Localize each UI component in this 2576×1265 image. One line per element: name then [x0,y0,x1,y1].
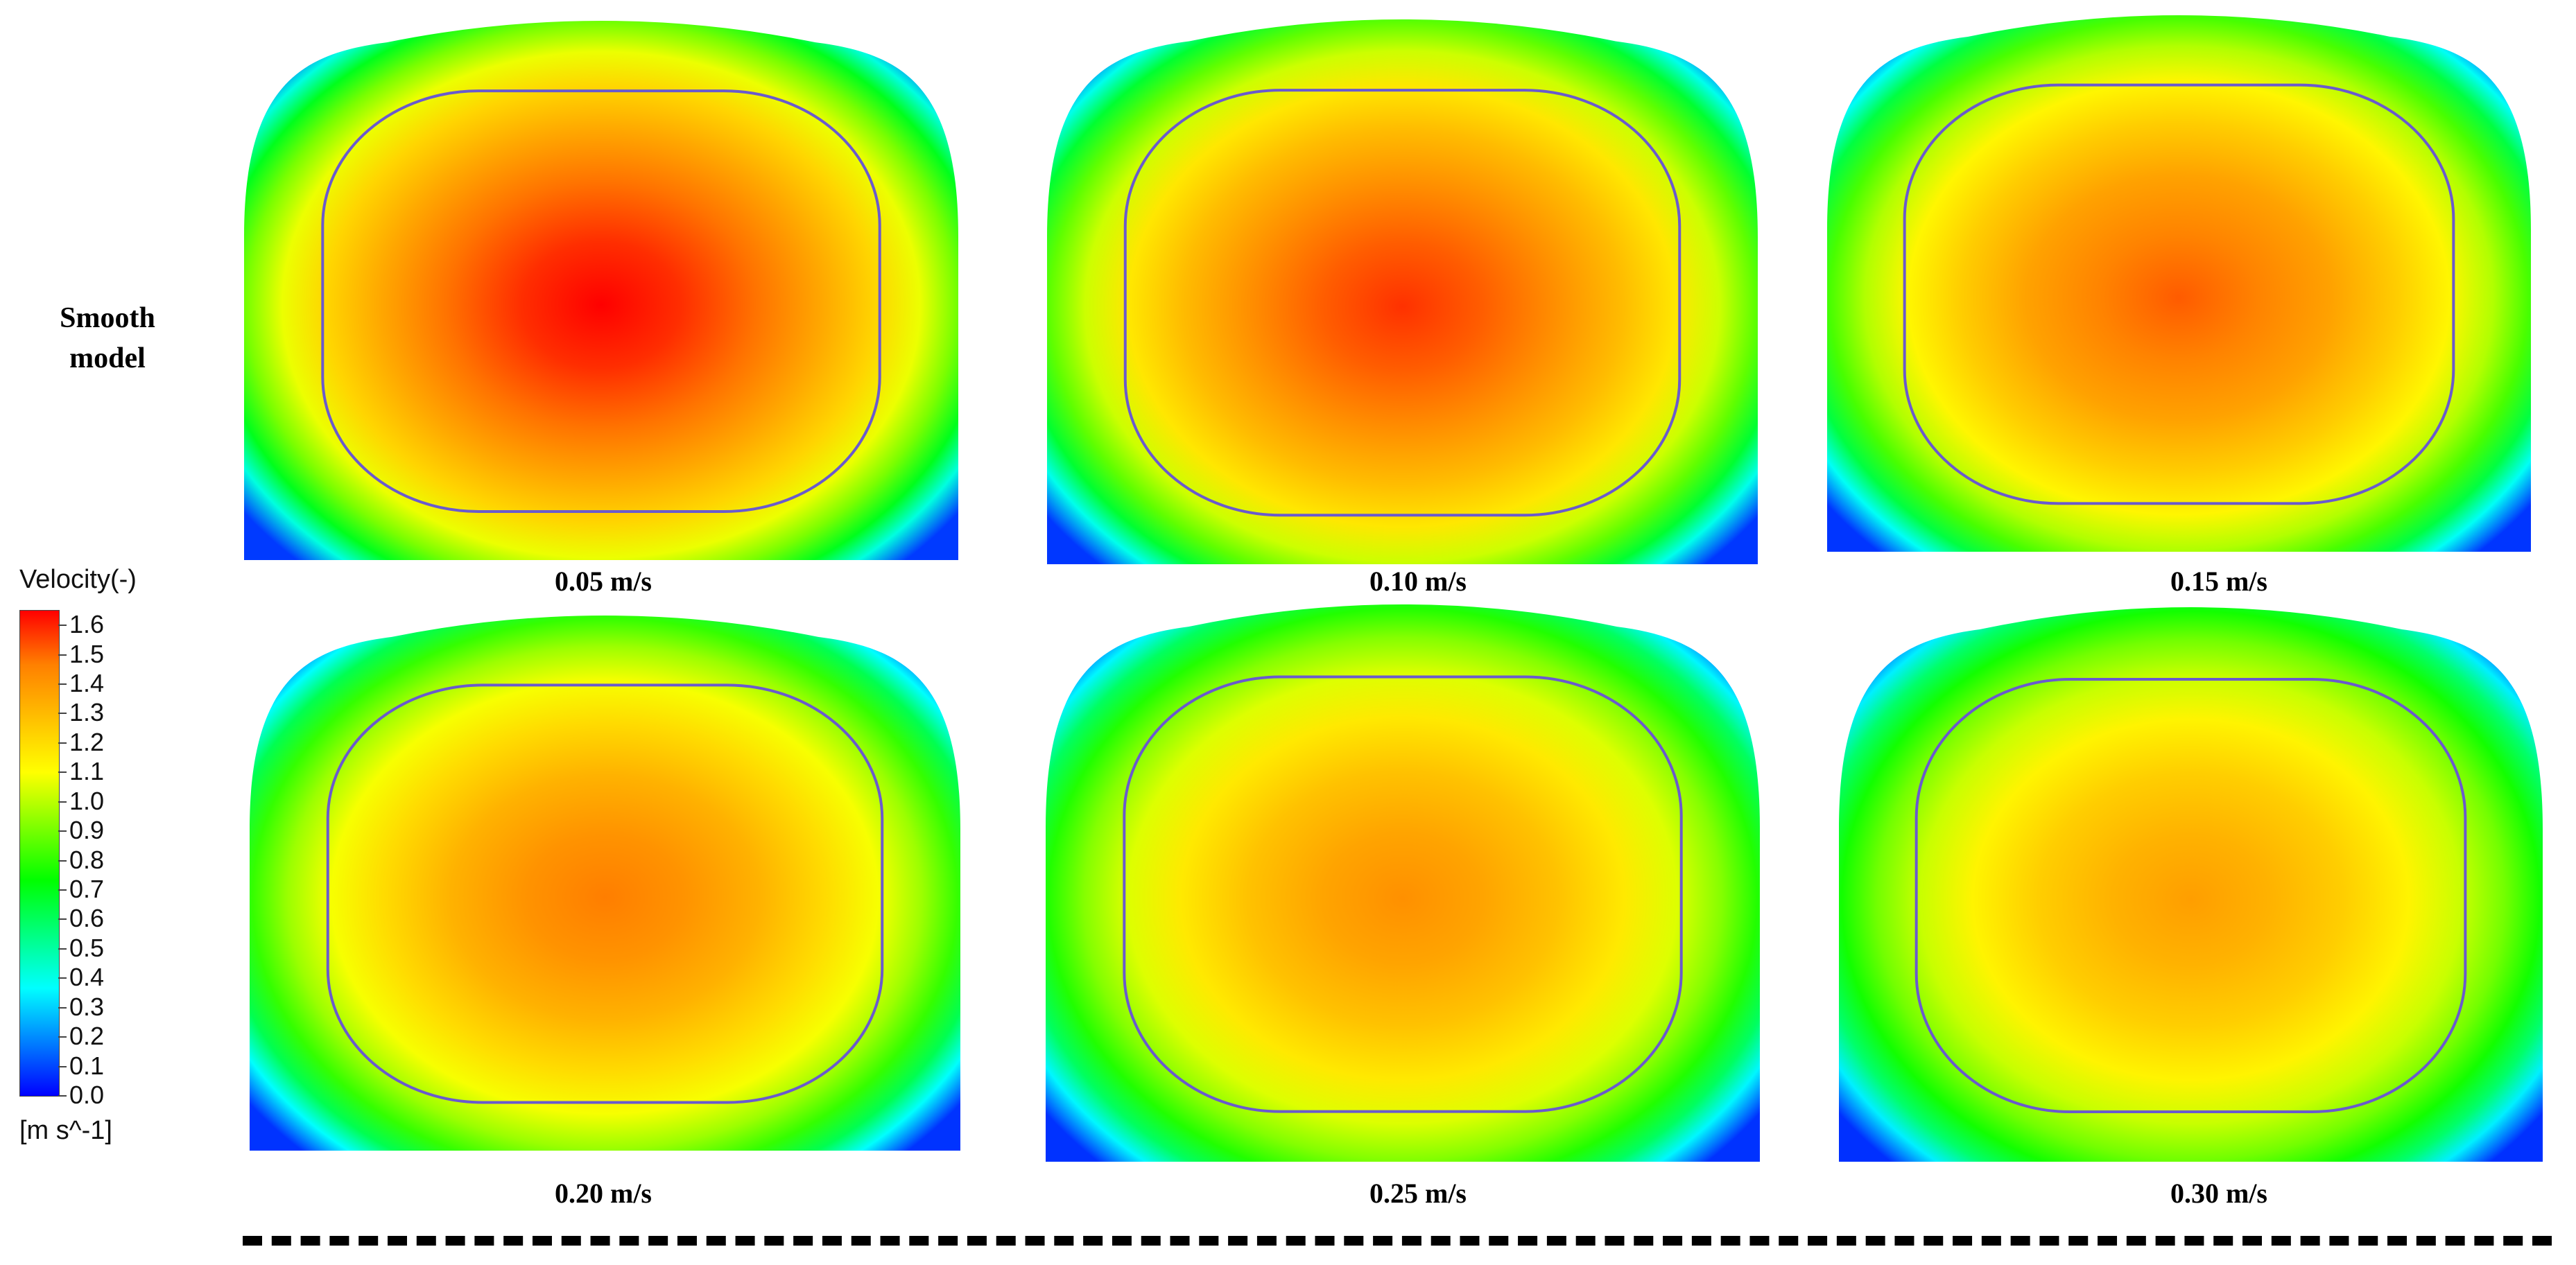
legend-tick-mark [58,830,67,832]
legend-tick-label: 1.2 [69,727,105,756]
legend-tick-label: 0.4 [69,963,105,992]
legend-tick-mark [58,860,67,862]
legend-tick-label: 0.6 [69,904,105,933]
legend-tick-mark [58,1065,67,1067]
legend-tick-label: 1.1 [69,757,105,786]
contour-line [1123,675,1683,1113]
legend-tick-label: 1.5 [69,639,105,668]
row-label: Smooth model [14,298,201,378]
contour-line [326,683,884,1104]
legend-tick-mark [58,918,67,921]
panel-caption-2: 0.10 m/s [1369,566,1467,597]
legend-tick-label: 1.3 [69,698,105,727]
contour-panel-3 [1827,15,2531,552]
legend-tick-mark [58,713,67,715]
legend-tick-label: 1.4 [69,669,105,698]
legend-tick-label: 0.7 [69,875,105,904]
panel-caption-5: 0.25 m/s [1369,1178,1467,1209]
velocity-field [1047,19,1758,564]
legend-tick-mark [58,742,67,744]
contour-panel-5 [1046,604,1760,1162]
legend-tick-label: 0.9 [69,816,105,845]
legend-tick-mark [58,1095,67,1097]
legend-tick-mark [58,771,67,774]
row-label-line2: model [69,342,146,374]
legend-tick-label: 0.1 [69,1051,105,1080]
velocity-field [244,21,958,560]
velocity-field [250,616,960,1151]
contour-panel-4 [250,616,960,1151]
legend-tick-mark [58,625,67,627]
contour-line [1914,678,2467,1113]
velocity-field [1827,15,2531,552]
velocity-field [1839,607,2543,1162]
legend-tick-label: 0.3 [69,992,105,1021]
contour-panel-1 [244,21,958,560]
legend-tick-label: 0.0 [69,1081,105,1109]
contour-panel-6 [1839,607,2543,1162]
legend-tick-label: 0.8 [69,845,105,874]
legend-tick-mark [58,889,67,891]
legend-tick-mark [58,654,67,656]
panel-caption-1: 0.05 m/s [555,566,652,597]
panel-caption-3: 0.15 m/s [2170,566,2267,597]
legend-title: Velocity(-) [19,565,137,594]
velocity-field [1046,604,1760,1162]
contour-line [321,89,881,513]
legend-tick-mark [58,801,67,803]
legend-tick-mark [58,1036,67,1038]
contour-line [1123,89,1682,517]
contour-line [1903,83,2455,505]
row-label-line1: Smooth [60,302,155,334]
legend-unit: [m s^-1] [19,1116,112,1145]
legend-tick-label: 0.2 [69,1022,105,1051]
legend-tick-mark [58,948,67,950]
dashed-separator [243,1236,2552,1246]
panel-caption-4: 0.20 m/s [555,1178,652,1209]
legend-tick-label: 0.5 [69,933,105,962]
legend-tick-label: 1.0 [69,786,105,815]
contour-panel-2 [1047,19,1758,564]
legend-tick-mark [58,977,67,979]
legend-tick-mark [58,683,67,686]
panel-caption-6: 0.30 m/s [2170,1178,2267,1209]
legend-colorbar [19,610,60,1097]
legend-tick-mark [58,1006,67,1009]
legend-tick-label: 1.6 [69,610,105,639]
